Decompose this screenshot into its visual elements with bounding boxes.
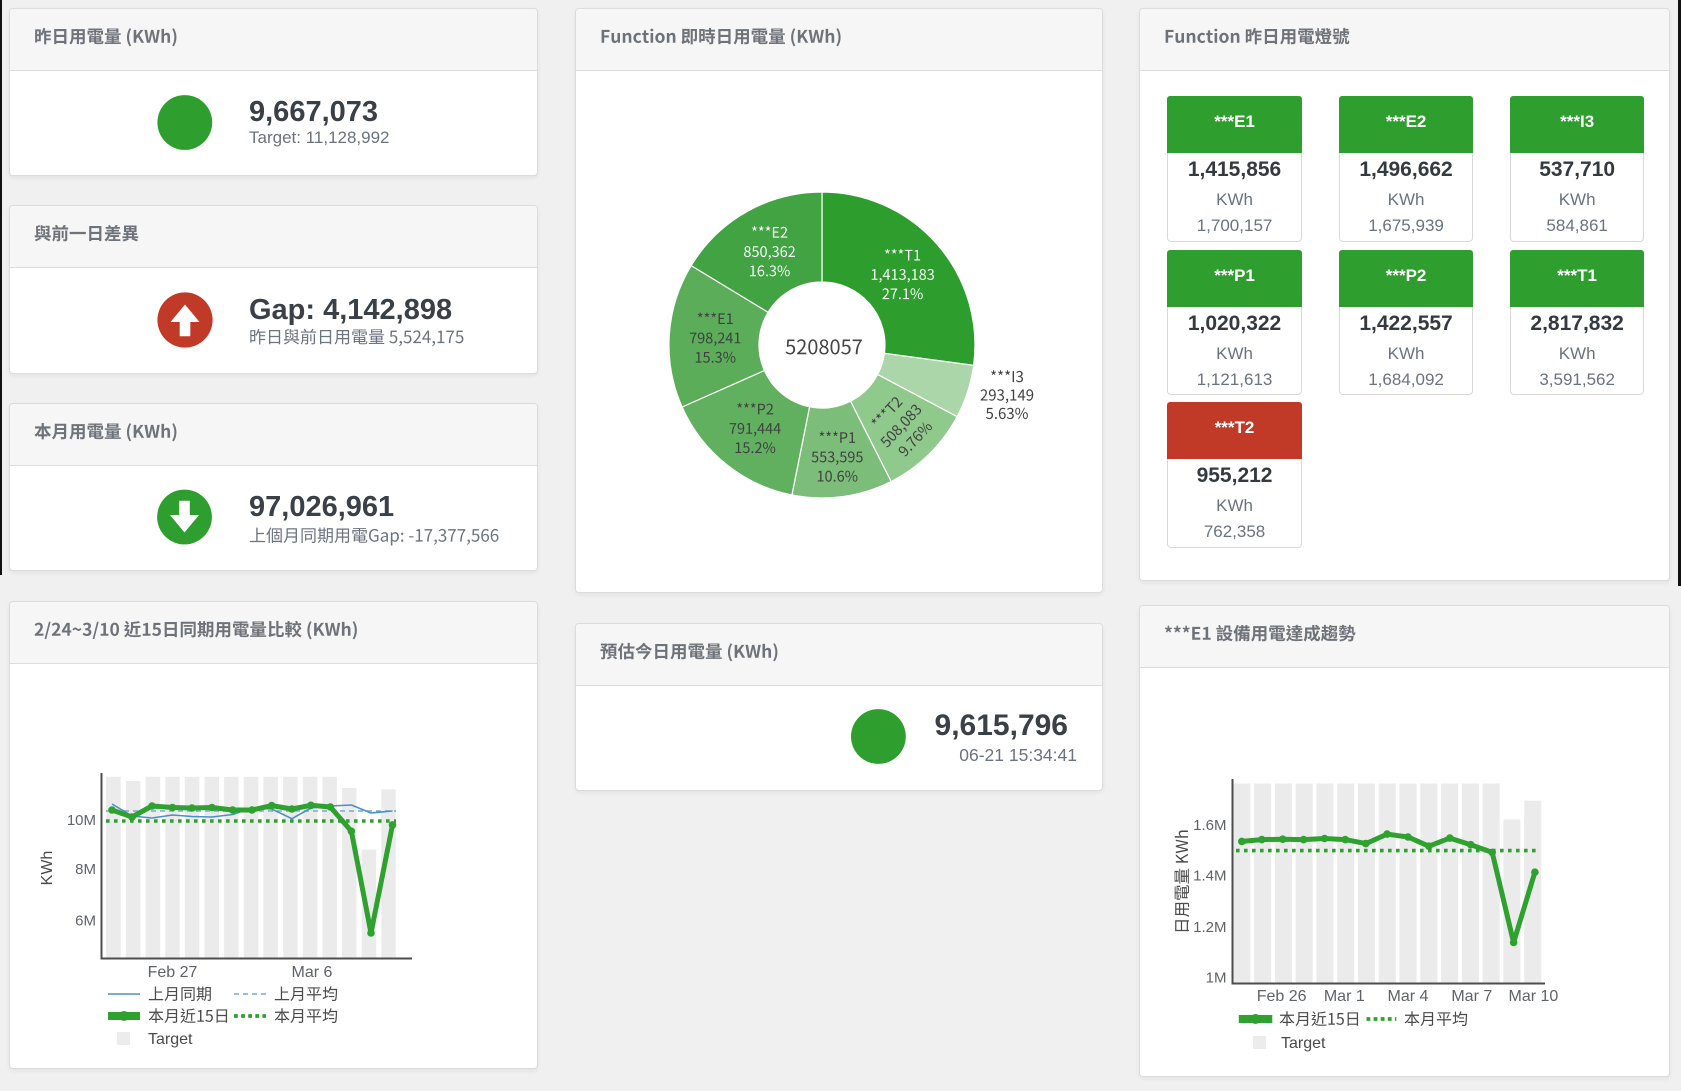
svg-text:6M: 6M: [75, 913, 96, 930]
svg-text:8M: 8M: [75, 861, 96, 878]
svg-text:1.4M: 1.4M: [1193, 868, 1226, 885]
svg-text:Mar 7: Mar 7: [1451, 988, 1492, 1005]
svg-text:Mar 4: Mar 4: [1388, 988, 1429, 1005]
svg-text:Mar 10: Mar 10: [1509, 988, 1559, 1005]
svg-text:Target: Target: [148, 1031, 193, 1048]
svg-text:Mar 6: Mar 6: [292, 964, 333, 981]
svg-text:Feb 27: Feb 27: [148, 964, 198, 981]
svg-text:1M: 1M: [1206, 970, 1227, 987]
svg-text:KWh: KWh: [39, 851, 56, 886]
svg-text:10M: 10M: [67, 812, 96, 829]
svg-text:Target: Target: [1281, 1035, 1326, 1052]
svg-text:Feb 26: Feb 26: [1257, 988, 1307, 1005]
svg-text:1.6M: 1.6M: [1193, 817, 1226, 834]
svg-text:1.2M: 1.2M: [1193, 919, 1226, 936]
svg-text:Mar 1: Mar 1: [1324, 988, 1365, 1005]
